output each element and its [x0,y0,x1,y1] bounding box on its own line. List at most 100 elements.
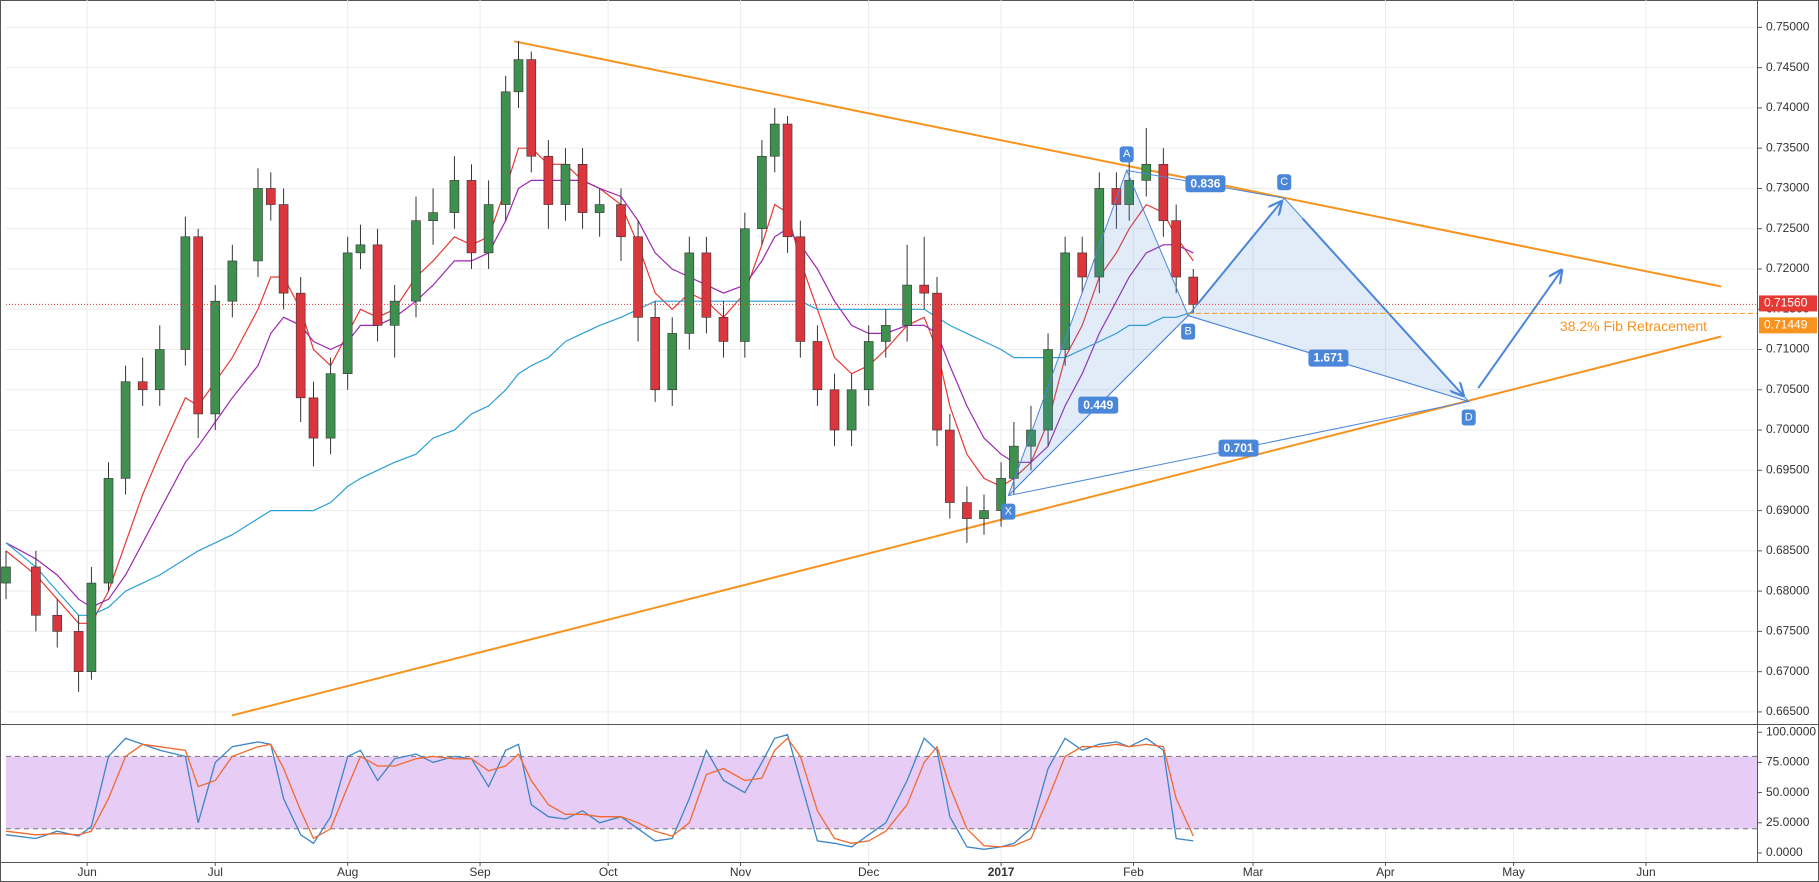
projection-arrow [1301,217,1464,396]
candle-body [526,59,537,157]
candle-body [1158,163,1169,221]
candle-body [278,204,289,294]
candle-body [137,381,148,391]
candle-body [782,123,793,238]
candle-body [411,220,421,302]
y-tick-label: 0.68500 [1766,543,1810,557]
ratio-box [1078,396,1119,414]
y-tick-label: 0.71000 [1766,342,1810,356]
ratio-label: 0.449 [1083,398,1113,412]
candle-body [180,236,191,350]
candle-body [616,204,626,238]
projection-arrow [1477,270,1561,389]
candle-body [466,180,477,254]
projection-arrow [1196,202,1282,305]
candle-body [449,180,460,213]
y-tick-label: 0.75000 [1766,20,1810,34]
candle-body [210,300,221,415]
candle-body [1111,188,1122,205]
candle-body [253,188,263,262]
point-box [1181,323,1196,340]
candle-body [633,236,643,318]
candle-body [500,91,511,205]
y-tick-label: 0.0000 [1766,845,1803,859]
y-tick-label: 0.72500 [1766,221,1810,235]
candle-body [863,341,874,391]
point-box [1001,503,1016,520]
point-label: B [1184,326,1191,338]
candle-body [1077,252,1088,278]
y-tick-label: 0.67500 [1766,624,1810,638]
candle-body [372,244,383,326]
x-tick-label: Nov [730,865,751,879]
price-box [1759,295,1817,312]
x-tick-label: Aug [337,865,358,879]
y-tick-label: 0.70000 [1766,422,1810,436]
candle-body [795,236,806,342]
moving-average [5,300,1194,616]
point-label: D [1465,411,1473,423]
trendline [231,335,1722,717]
candle-body [962,502,972,519]
stoch-line [5,737,1194,848]
candle-body [979,510,989,519]
candle-body [543,155,554,205]
candle-body [513,59,524,93]
price-box [1759,317,1817,334]
point-label: X [1005,506,1013,518]
y-tick-label: 0.73000 [1766,181,1810,195]
x-tick-label: Mar [1243,865,1264,879]
y-tick-label: 0.66500 [1766,704,1810,718]
trendline [514,40,1722,288]
x-tick-label: Dec [858,865,879,879]
candle-body [1060,252,1070,350]
x-tick-label: Feb [1123,865,1144,879]
candle-body [308,397,319,439]
candle-body [932,292,942,431]
ratio-box [1185,175,1226,193]
y-tick-label: 0.74500 [1766,60,1810,74]
y-tick-label: 25.0000 [1766,815,1810,829]
fib-label: 38.2% Fib Retracement [1560,318,1707,334]
candle-body [996,478,1006,511]
candle-body [52,614,63,632]
point-box [1461,409,1476,426]
ratio-label: 1.671 [1313,351,1343,365]
candle-body [594,204,605,213]
candle-body [355,244,366,254]
stoch-band [6,756,1757,829]
candle-body [812,341,823,391]
candle-body [295,292,306,399]
candle-body [227,260,238,302]
candle-body [154,349,165,391]
candle-body [31,566,41,616]
axes: 0.66500 0.67000 0.67500 0.68000 0.68500 0.690… [77,20,1817,879]
candle-body [86,582,97,672]
x-tick-label: May [1502,865,1525,879]
x-tick-label: Jul [208,865,223,879]
candle-body [919,284,930,294]
x-tick-label: Oct [599,865,618,879]
x-tick-label: 2017 [988,865,1015,879]
point-box [1119,146,1134,163]
candle-body [1141,163,1152,181]
x-tick-label: Jun [1636,865,1655,879]
candle-body [945,429,955,503]
candle-body [650,317,660,391]
candle-body [684,252,695,334]
candle-body [1,566,11,584]
y-tick-label: 0.67000 [1766,664,1810,678]
candle-body [265,188,276,205]
y-tick-label: 75.0000 [1766,755,1810,769]
candle-body [428,212,438,221]
y-tick-label: 50.0000 [1766,785,1810,799]
x-tick-label: Apr [1376,865,1395,879]
candle-body [740,228,750,342]
candle-body [1043,349,1053,431]
candle-body [846,389,857,431]
candle-body [577,163,588,213]
candle-body [902,284,912,326]
candle-body [757,155,767,230]
